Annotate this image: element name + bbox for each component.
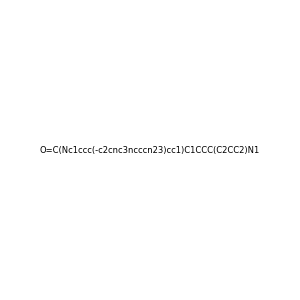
Text: O=C(Nc1ccc(-c2cnc3ncccn23)cc1)C1CCC(C2CC2)N1: O=C(Nc1ccc(-c2cnc3ncccn23)cc1)C1CCC(C2CC…	[40, 146, 260, 154]
